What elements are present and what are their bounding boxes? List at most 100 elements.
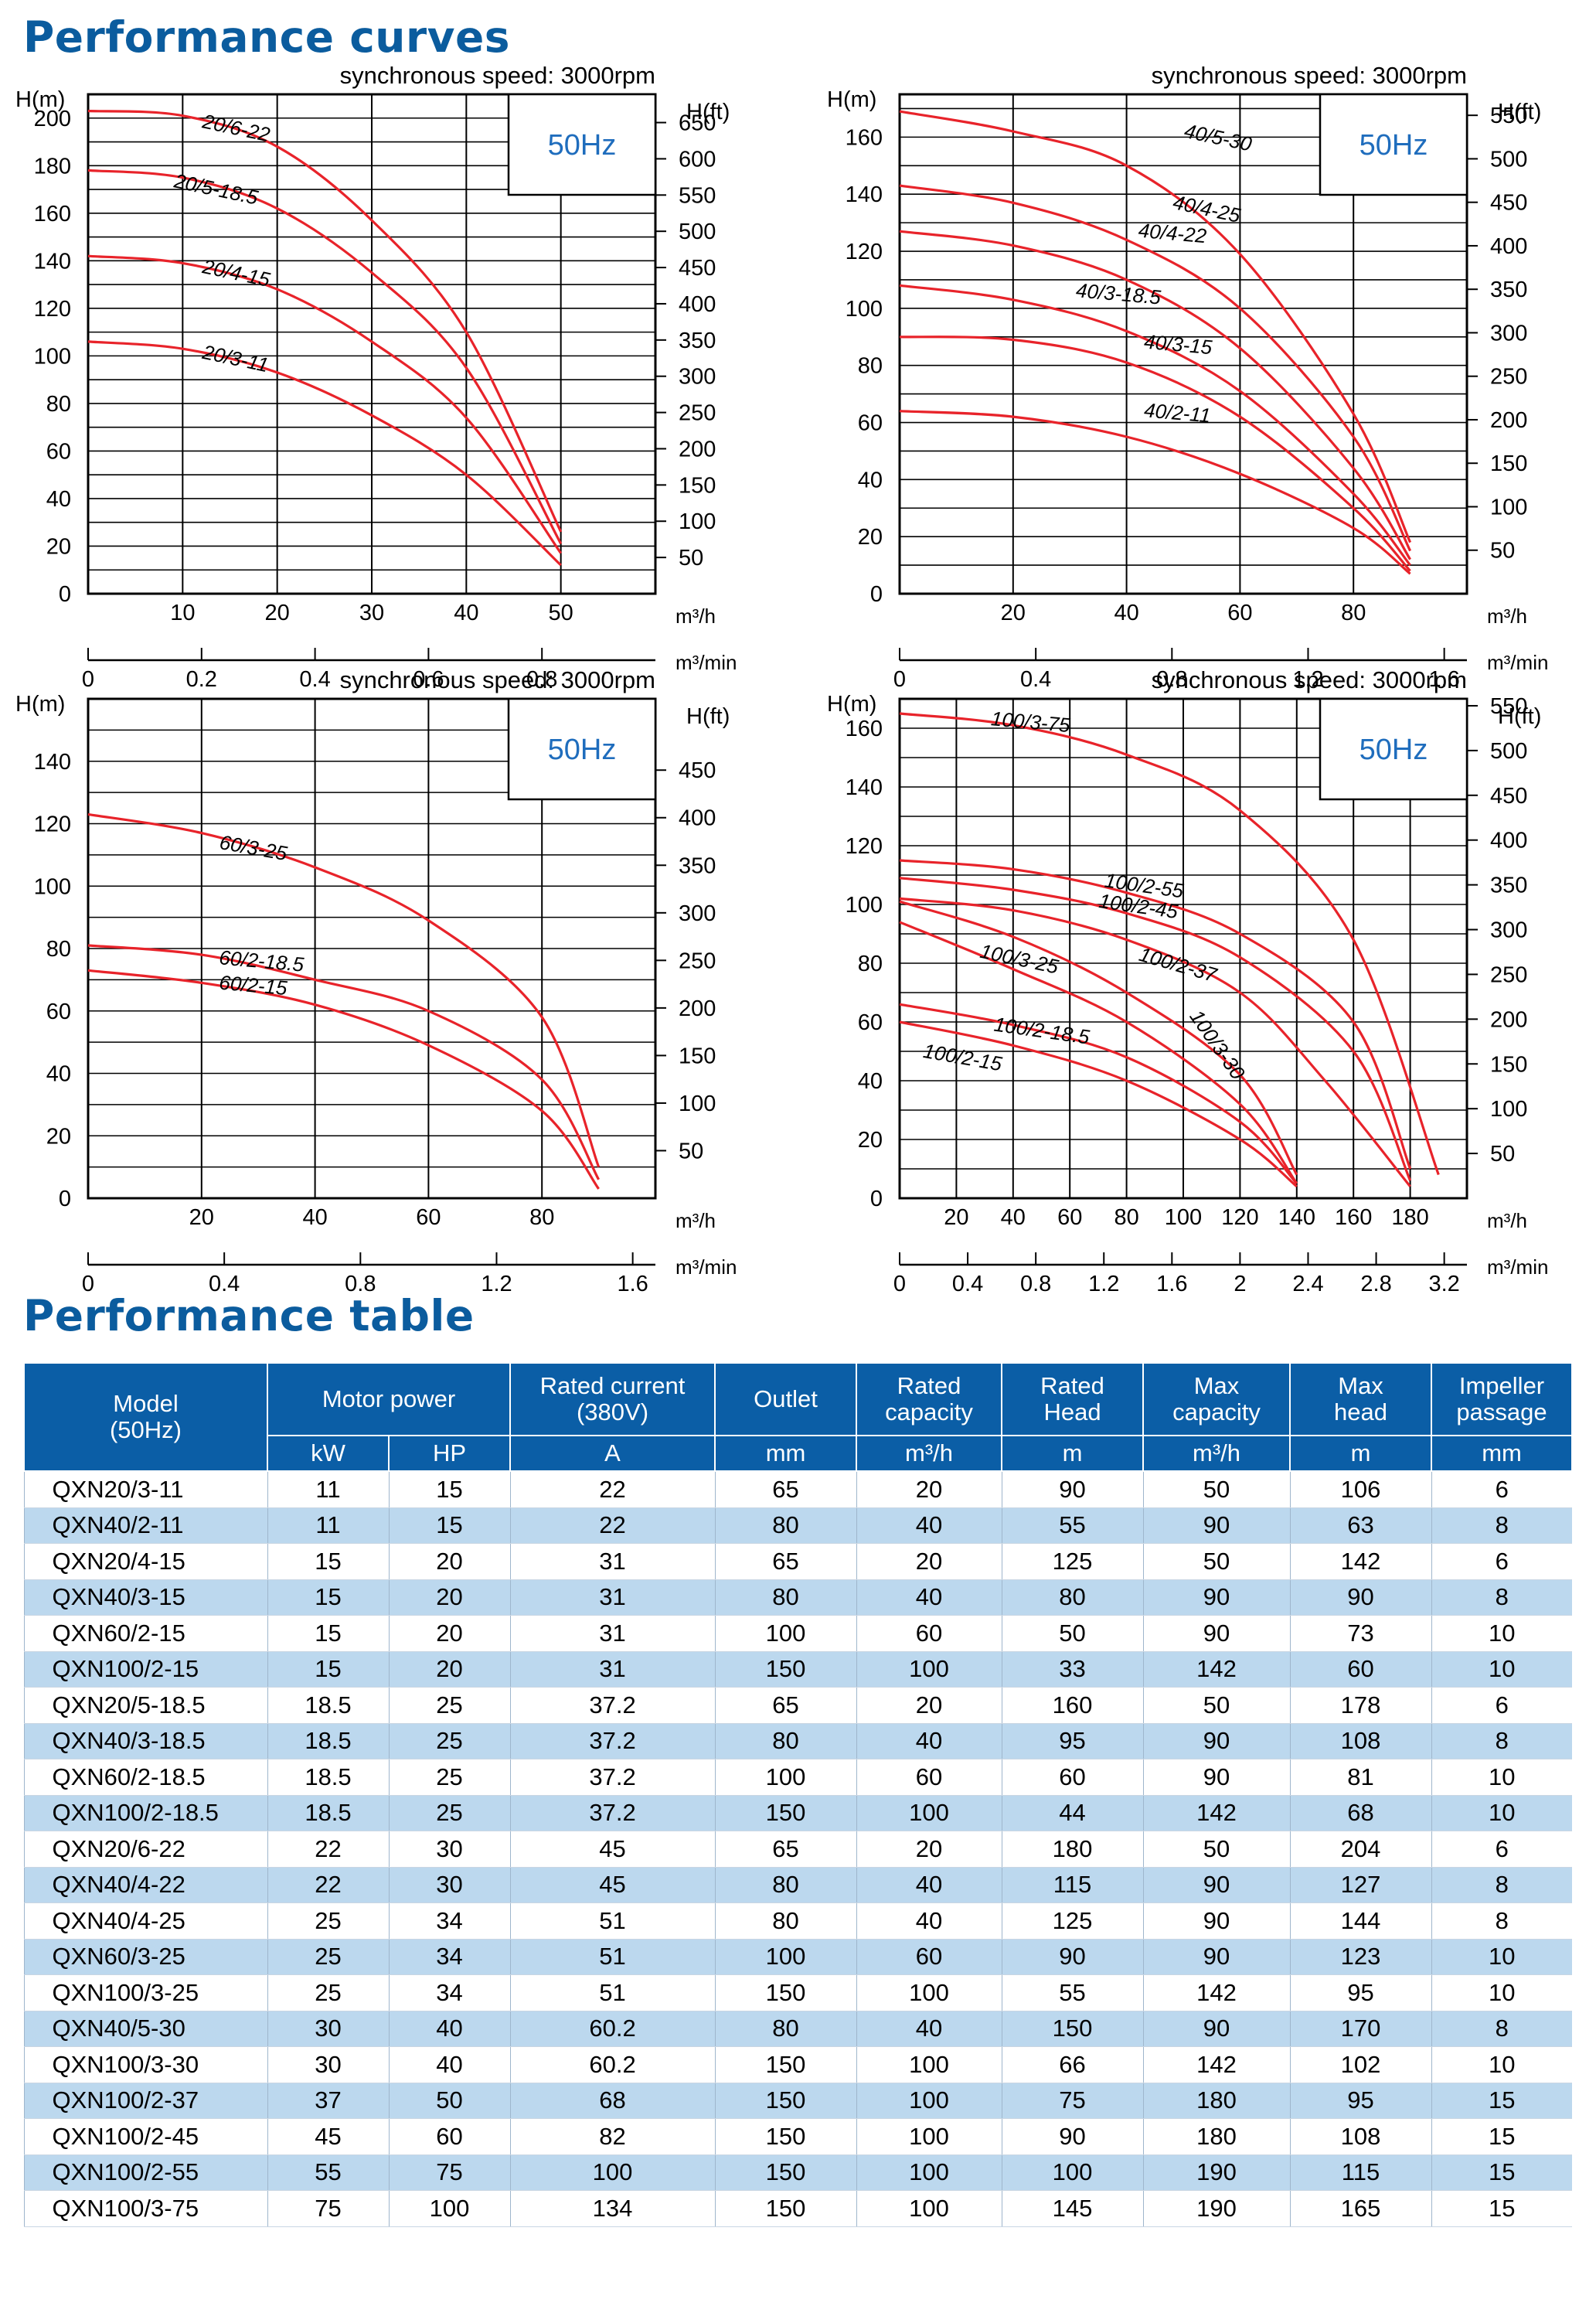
table-cell: 90 [1001,1939,1144,1975]
series-line [899,336,1411,572]
table-cell: 15 [1431,2154,1573,2191]
y-axis-label-m: H(m) [827,692,876,717]
ft-tick-label: 300 [1490,321,1527,346]
table-header-cell: Rated current (380V) [509,1362,716,1436]
table-cell: 100 [1001,2154,1144,2191]
table-cell: 80 [714,2011,857,2047]
table-row: QXN100/3-30 30 40 60.2 150 100 66 142 102 10 [23,2046,1573,2083]
series-label: 40/4-22 [1138,219,1208,248]
x-tick-label: 20 [265,601,290,625]
table-cell: 108 [1289,1723,1432,1759]
table-unit-cell: mm [714,1435,858,1472]
table-unit-cell: kW [267,1435,390,1472]
series-line [87,969,600,1190]
table-cell: QXN100/3-30 [23,2046,267,2083]
ft-tick-label: 100 [679,509,716,534]
table-header-cell: Outlet [714,1362,858,1436]
table-cell: 25 [267,1902,389,1940]
x-unit-m3h: m³/h [675,605,716,628]
plot-frame [87,697,657,1200]
table-header-cell: Model (50Hz) [23,1362,268,1472]
table-cell: QXN40/3-15 [23,1579,267,1616]
table-cell: 90 [1142,1902,1291,1940]
y-tick-label: 120 [34,297,71,322]
table-cell: 30 [267,2046,389,2083]
table-cell: 15 [1431,2118,1573,2155]
table-cell: 6 [1431,1543,1573,1580]
min-tick-label: 1.6 [1428,667,1459,692]
y-tick-label: 80 [46,392,71,417]
min-tick-label: 1.6 [617,1272,648,1296]
x-tick-label: 20 [189,1205,214,1230]
y-tick-label: 40 [858,468,883,492]
x-tick-label: 40 [1114,601,1138,625]
ft-tick-label: 250 [679,401,716,426]
frequency-box [1319,93,1468,196]
series-label: 40/5-30 [1183,119,1254,156]
min-tick-label: 1.6 [1156,1272,1187,1296]
y-tick-label: 40 [858,1069,883,1094]
ft-tick-label: 150 [1490,1052,1527,1077]
min-tick-label: 2.8 [1360,1272,1391,1296]
table-cell: 10 [1431,1939,1573,1975]
x-unit-m3min: m³/min [1487,1255,1548,1279]
table-cell: 178 [1289,1687,1432,1724]
table-cell: 20 [856,1543,1002,1580]
table-cell: 20 [856,1687,1002,1724]
y-tick-label: 80 [46,937,71,962]
series-line [899,410,1411,575]
table-cell: 142 [1142,1974,1291,2011]
table-cell: 45 [509,1831,716,1868]
y-tick-label: 200 [34,107,71,131]
table-row: QXN100/2-37 37 50 68 150 100 75 180 95 15 [23,2083,1573,2119]
table-cell: 44 [1001,1795,1144,1831]
table-cell: 145 [1001,2190,1144,2227]
ft-tick-label: 450 [1490,191,1527,216]
table-cell: 100 [856,1795,1002,1831]
table-cell: 90 [1142,1723,1291,1759]
y-tick-label: 0 [59,582,71,607]
table-cell: 15 [1431,2190,1573,2227]
table-cell: QXN40/5-30 [23,2011,267,2047]
y-tick-label: 100 [846,893,883,918]
table-cell: 10 [1431,1651,1573,1688]
frequency-label: 50Hz [548,129,617,162]
series-line [899,110,1412,543]
table-cell: 37.2 [509,1795,716,1831]
performance-table: Model (50Hz) Motor power Rated current (380V… [23,1362,1574,2227]
y-tick-label: 60 [46,439,71,464]
ft-tick-label: 500 [679,220,716,244]
min-tick-label: 0.4 [209,1272,240,1296]
series-line [87,340,562,567]
table-header-cell: Motor power [266,1362,512,1436]
y-axis-label-ft: H(ft) [686,704,730,729]
y-tick-label: 120 [846,834,883,859]
ft-tick-label: 450 [679,256,716,281]
min-tick-label: 0.4 [299,667,330,692]
ft-tick-label: 550 [1490,694,1527,719]
table-cell: 73 [1289,1615,1432,1652]
x-tick-label: 120 [1221,1205,1258,1230]
table-cell: QXN60/2-15 [23,1615,267,1652]
x-tick-label: 80 [529,1205,554,1230]
table-cell: 50 [1142,1543,1291,1580]
table-cell: 125 [1001,1543,1144,1580]
series-label: 100/2-15 [921,1039,1004,1075]
x-tick-label: 10 [170,601,195,625]
table-cell: 65 [714,1687,857,1724]
x-unit-m3h: m³/h [1487,1209,1527,1232]
series-label: 20/6-22 [200,109,273,146]
series-line [899,921,1298,1184]
y-axis-label-m: H(m) [15,692,65,717]
min-tick-label: 0.8 [345,1272,376,1296]
table-row: QXN40/4-22 22 30 45 80 40 115 90 127 8 [23,1867,1573,1903]
x-tick-label: 80 [1341,601,1366,625]
y-tick-label: 140 [34,249,71,274]
series-line [87,812,601,1168]
x-tick-label: 60 [1057,1205,1082,1230]
table-row: QXN20/6-22 22 30 45 65 20 180 50 204 6 [23,1831,1573,1868]
table-row: QXN60/2-18.5 18.5 25 37.2 100 60 60 90 81 10 [23,1759,1573,1796]
table-cell: 100 [714,1759,857,1796]
ft-tick-label: 400 [1490,234,1527,259]
